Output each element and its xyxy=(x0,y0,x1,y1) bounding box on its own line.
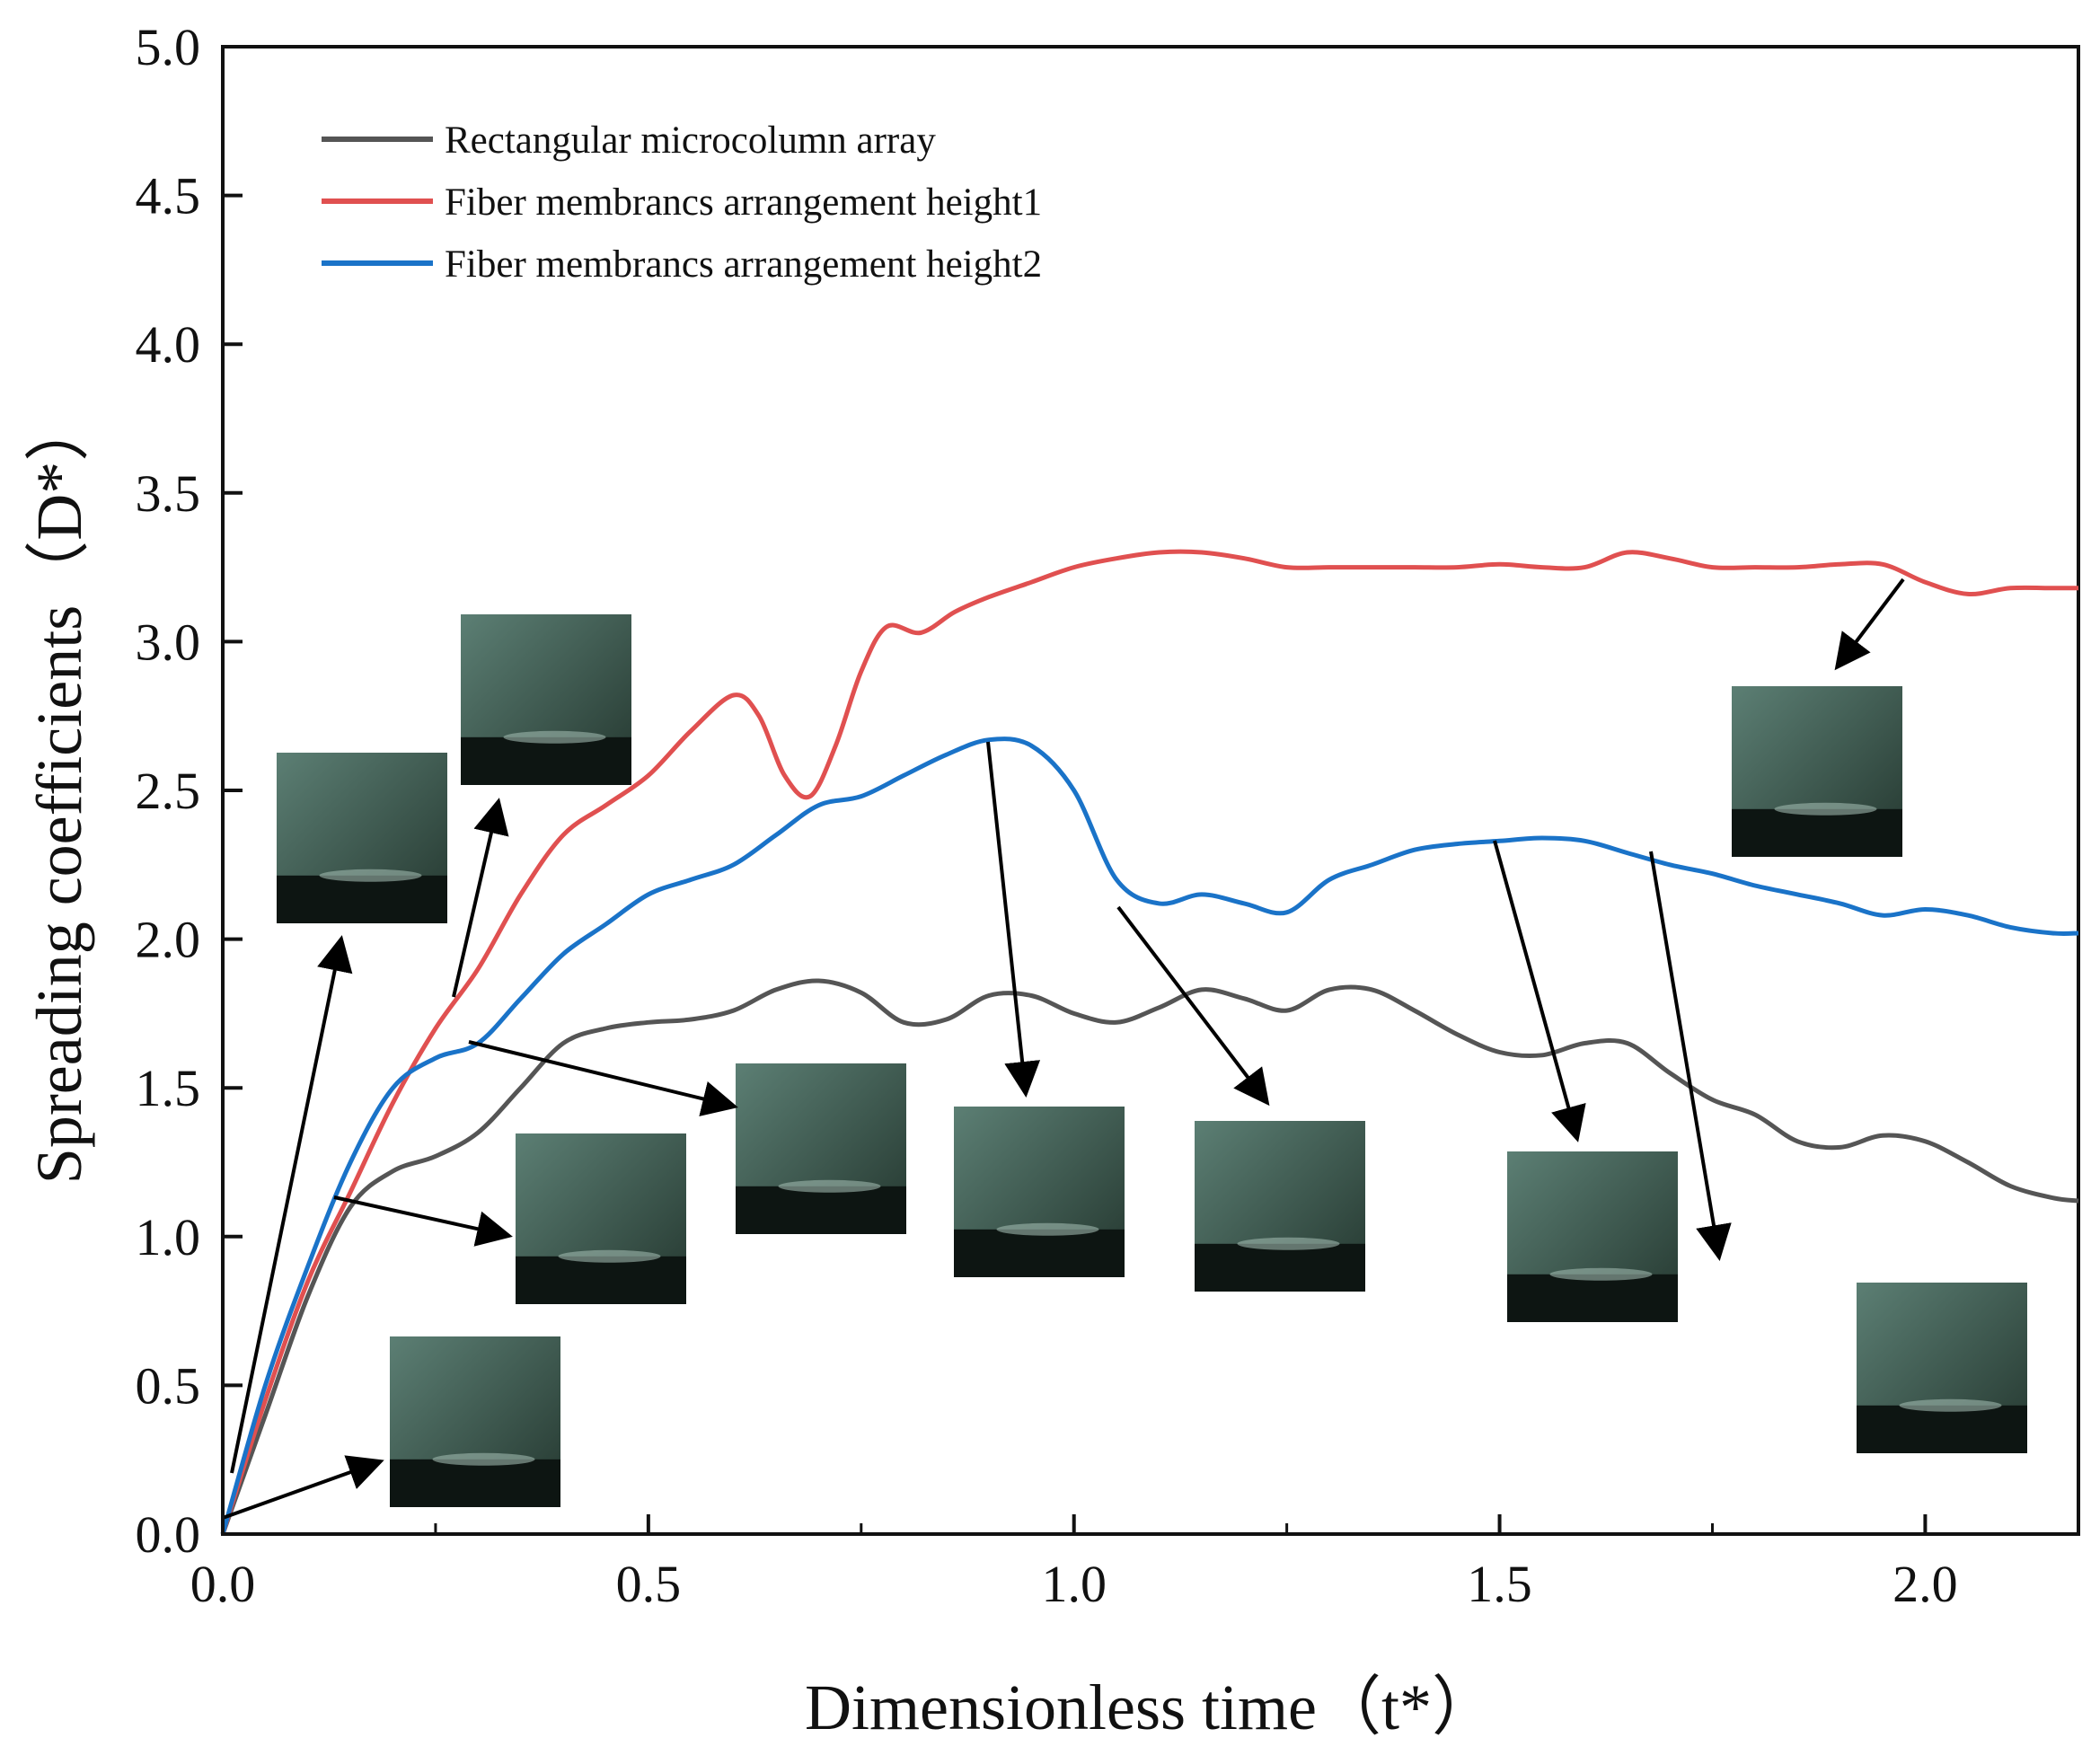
inset-photo-droplet-2 xyxy=(503,730,606,744)
inset-photo-substrate-9 xyxy=(1857,1405,2027,1453)
inset-photo-2 xyxy=(461,614,631,785)
x-tick-label-1: 0.5 xyxy=(616,1555,682,1613)
inset-photo-droplet-3 xyxy=(558,1249,661,1263)
annotation-arrow-4 xyxy=(333,1195,513,1247)
legend-label-height2: Fiber membrancs arrangement height2 xyxy=(445,243,1042,286)
inset-photo-substrate-8 xyxy=(1732,808,1902,857)
annotation-arrow-1 xyxy=(222,1455,384,1520)
y-tick-label-4: 2.0 xyxy=(136,911,201,969)
inset-photo-substrate-3 xyxy=(516,1256,686,1304)
inset-photo-8 xyxy=(1732,686,1902,857)
y-tick-label-1: 0.5 xyxy=(136,1356,201,1415)
inset-photo-6 xyxy=(1195,1121,1365,1292)
inset-photo-droplet-9 xyxy=(1899,1398,2002,1412)
inset-photo-droplet-5 xyxy=(996,1222,1099,1236)
y-tick-label-2: 1.0 xyxy=(136,1208,201,1266)
annotation-arrow-7 xyxy=(1116,905,1270,1107)
annotation-arrow-8 xyxy=(1493,840,1586,1142)
annotation-arrows xyxy=(222,578,1905,1520)
annotation-arrow-2 xyxy=(230,935,353,1474)
annotation-arrow-6 xyxy=(986,741,1041,1098)
inset-photo-10 xyxy=(390,1336,560,1507)
x-tick-label-3: 1.5 xyxy=(1467,1555,1532,1613)
y-tick-label-8: 4.0 xyxy=(136,315,201,374)
inset-photo-droplet-1 xyxy=(319,869,422,882)
series-line-0 xyxy=(220,978,2079,1535)
inset-photo-droplet-4 xyxy=(778,1179,881,1193)
inset-photo-7 xyxy=(1507,1151,1678,1322)
legend-label-height1: Fiber membrancs arrangement height1 xyxy=(445,181,1042,224)
inset-photos xyxy=(277,614,2027,1507)
inset-photo-substrate-5 xyxy=(954,1229,1125,1277)
inset-photo-5 xyxy=(954,1107,1125,1277)
annotation-arrow-10 xyxy=(1834,578,1905,671)
inset-photo-substrate-6 xyxy=(1195,1243,1365,1292)
annotation-arrow-5 xyxy=(468,1040,738,1116)
y-tick-label-10: 5.0 xyxy=(136,18,201,76)
series-line-1 xyxy=(220,549,2078,1535)
inset-photo-substrate-7 xyxy=(1507,1274,1678,1322)
inset-photo-droplet-7 xyxy=(1549,1267,1653,1281)
legend: Rectangular microcolumn array Fiber memb… xyxy=(322,119,1042,286)
x-tick-label-2: 1.0 xyxy=(1041,1555,1107,1613)
inset-photo-4 xyxy=(736,1063,906,1234)
inset-photo-droplet-8 xyxy=(1774,802,1877,816)
inset-photo-1 xyxy=(277,753,447,923)
inset-photo-substrate-4 xyxy=(736,1186,906,1234)
y-tick-label-0: 0.0 xyxy=(136,1505,201,1564)
x-tick-label-0: 0.0 xyxy=(190,1555,256,1613)
annotation-arrow-9 xyxy=(1649,851,1732,1261)
annotation-arrow-3 xyxy=(452,798,509,998)
inset-photo-droplet-6 xyxy=(1237,1237,1340,1250)
y-tick-label-9: 4.5 xyxy=(136,167,201,225)
x-axis-title: Dimensionless time（t*） xyxy=(805,1671,1496,1743)
y-tick-label-5: 2.5 xyxy=(136,762,201,820)
inset-photo-9 xyxy=(1857,1283,2027,1453)
inset-photo-substrate-10 xyxy=(390,1459,560,1507)
inset-photo-droplet-10 xyxy=(432,1452,535,1466)
inset-photo-substrate-2 xyxy=(461,736,631,785)
inset-photo-3 xyxy=(516,1133,686,1304)
x-tick-label-4: 2.0 xyxy=(1892,1555,1958,1613)
y-tick-label-3: 1.5 xyxy=(136,1059,201,1117)
y-axis-title: Spreading coefficients（D*） xyxy=(23,397,95,1184)
legend-label-rectangular: Rectangular microcolumn array xyxy=(445,119,936,162)
inset-photo-substrate-1 xyxy=(277,875,447,923)
y-tick-label-7: 3.5 xyxy=(136,464,201,523)
axis-ticks: 0.0 0.5 1.0 1.5 2.0 0.0 0.5 1.0 1.5 2.0 2.5 3.0 3.5 4… xyxy=(136,18,1958,1613)
y-tick-label-6: 3.0 xyxy=(136,613,201,671)
